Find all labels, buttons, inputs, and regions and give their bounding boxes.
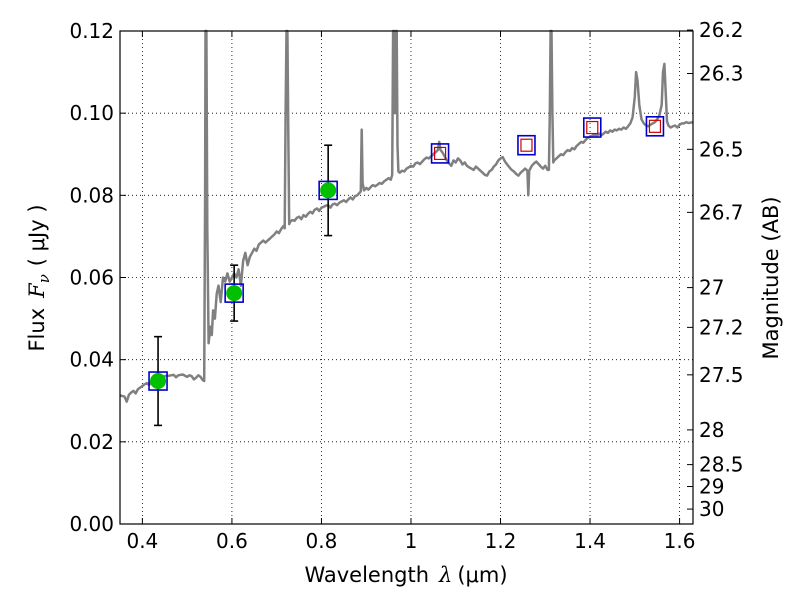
model-box-inner [520,138,533,152]
y-tick-label: 0.00 [69,512,114,536]
y-tick-label: 0.02 [69,430,114,454]
model-box-inner [433,146,447,161]
model-box-outer [517,134,536,156]
model-box-inner [648,119,662,133]
y2-axis-label: Magnitude (AB) [759,196,783,359]
detection-marker [226,285,243,302]
y2-tick-label: 26.5 [699,137,744,161]
x-tick-label: 0.4 [126,529,158,553]
spectrum-line [119,29,694,403]
model-box-outer [430,143,450,164]
y2-tick-label: 26.3 [699,62,744,86]
x-tick-label: 1.2 [485,529,517,553]
y2-tick-label: 27.5 [699,363,744,387]
y2-tick-label: 26.7 [699,200,744,224]
y2-tick-label: 28.5 [699,453,744,477]
y2-tick-label: 29 [699,475,724,499]
y-tick-label: 0.08 [69,183,114,207]
y2-tick-label: 26.2 [699,18,744,42]
detection-box [224,283,244,303]
y2-tick-label: 30 [699,497,724,521]
detection-box [318,180,338,201]
y-tick-label: 0.06 [69,266,114,290]
x-tick-label: 1 [405,529,418,553]
x-tick-label: 1.6 [664,529,696,553]
y2-tick-label: 28 [699,418,724,442]
tick-labels: 0.4 0.6 0.8 1 1.2 1.4 1.6 0.00 0.02 0.04 0.06 0.08 0… [69,18,743,553]
x-tick-label: 0.8 [306,529,338,553]
y-tick-label: 0.10 [69,101,114,125]
y-axis-label: FluxFν( μJy ) [25,204,53,351]
y2-tick-label: 27 [699,276,724,300]
spectrum-series [119,29,694,403]
model-box-outer [645,116,665,137]
axis-ticks [120,29,693,525]
x-tick-label: 0.6 [216,529,248,553]
y2-tick-label: 27.2 [699,315,744,339]
model-box-inner [586,120,599,135]
detection-marker [150,373,167,390]
model-box-outer [582,117,602,138]
photometry-points [148,116,665,427]
y-tick-label: 0.12 [69,19,114,43]
x-tick-label: 1.4 [574,529,606,553]
detection-marker [320,182,337,199]
y-tick-label: 0.04 [69,348,114,372]
x-axis-label: Wavelength λ (μm) [304,563,507,587]
detection-box [148,371,168,391]
